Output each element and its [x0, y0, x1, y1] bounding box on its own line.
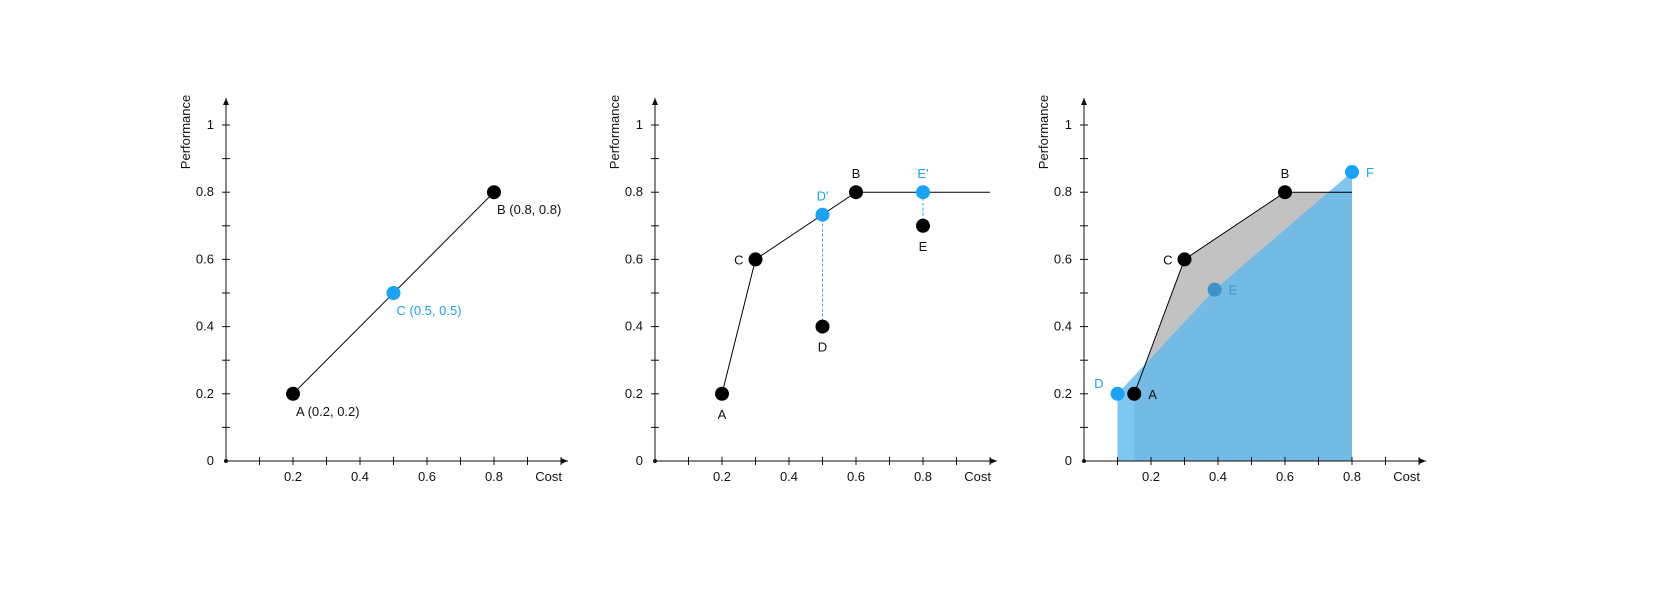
y-tick-label: 0.2	[196, 386, 214, 401]
point-label: A (0.2, 0.2)	[296, 404, 360, 419]
x-tick-label: 0.2	[1142, 469, 1160, 484]
y-tick-label: 0.6	[625, 251, 643, 266]
origin-dot	[653, 459, 657, 463]
y-tick-label: 0.8	[1054, 184, 1072, 199]
chart-panel-1: 0.2 0.4 0.6 0.8 0 0.2 0.4 0.6 0.8 1 Cost Performanc…	[178, 95, 568, 484]
x-tick-label: 0.8	[914, 469, 932, 484]
point-label: B	[852, 166, 861, 181]
data-point-d	[815, 319, 830, 334]
x-tick-label: 0.6	[1276, 469, 1294, 484]
data-point-b	[849, 185, 863, 200]
data-point-b	[487, 185, 501, 200]
y-tick-label: 0.2	[1054, 386, 1072, 401]
point-label: A	[1148, 387, 1157, 402]
data-point-a	[715, 386, 729, 401]
data-point-e	[1207, 282, 1222, 297]
y-tick-label: 0.4	[625, 319, 643, 334]
point-label: C	[734, 252, 743, 267]
point-label: F	[1366, 165, 1374, 180]
x-axis-arrow-icon	[1419, 458, 1426, 464]
point-label: E	[1229, 283, 1238, 298]
data-point-c	[1177, 252, 1192, 267]
y-axis-title: Performance	[1036, 95, 1051, 169]
data-point-e	[916, 218, 930, 233]
x-tick-label: 0.2	[284, 469, 302, 484]
data-point-a	[1127, 386, 1142, 401]
point-label: D	[818, 340, 827, 355]
x-axis-arrow-icon	[990, 458, 997, 464]
origin-dot	[224, 459, 228, 463]
y-tick-label: 0	[1065, 453, 1072, 468]
data-point-c	[386, 286, 401, 300]
y-axis-arrow-icon	[652, 98, 658, 105]
data-point-c	[748, 252, 763, 267]
point-label: C	[1163, 252, 1172, 267]
point-label: D'	[817, 189, 829, 204]
x-axis-title: Cost	[964, 469, 991, 484]
data-point-f	[1345, 165, 1359, 180]
y-axis-arrow-icon	[1081, 98, 1087, 105]
y-tick-label: 0.8	[625, 184, 643, 199]
x-tick-label: 0.4	[780, 469, 798, 484]
x-tick-label: 0.4	[1209, 469, 1227, 484]
data-point-b	[1278, 185, 1292, 200]
point-label: E'	[917, 166, 928, 181]
x-axis-title: Cost	[535, 469, 562, 484]
data-point-a	[286, 386, 300, 401]
point-label: A	[718, 407, 727, 422]
area-region-blue	[1117, 172, 1352, 461]
y-tick-label: 0.4	[1054, 319, 1072, 334]
chart-panel-2: 0.2 0.4 0.6 0.8 0 0.2 0.4 0.6 0.8 1 Cost Performanc…	[607, 95, 997, 484]
frontier-line	[721, 191, 990, 394]
point-label: B	[1281, 166, 1290, 181]
y-tick-label: 1	[1065, 117, 1072, 132]
point-label: B (0.8, 0.8)	[497, 202, 561, 217]
y-axis-title: Performance	[607, 95, 622, 169]
y-tick-label: 1	[636, 117, 643, 132]
y-tick-label: 1	[207, 117, 214, 132]
point-label: E	[919, 239, 928, 254]
frontier-line	[1133, 191, 1352, 394]
y-axis-title: Performance	[178, 95, 193, 169]
x-tick-label: 0.8	[485, 469, 503, 484]
y-tick-label: 0.6	[196, 251, 214, 266]
x-tick-label: 0.4	[351, 469, 369, 484]
x-tick-label: 0.6	[847, 469, 865, 484]
data-point-d-prime	[815, 207, 830, 222]
chart-panel-3: 0.2 0.4 0.6 0.8 0 0.2 0.4 0.6 0.8 1 Cost Performanc…	[1036, 95, 1426, 484]
y-tick-label: 0	[207, 453, 214, 468]
y-tick-label: 0.4	[196, 319, 214, 334]
origin-dot	[1082, 459, 1086, 463]
y-tick-label: 0.2	[625, 386, 643, 401]
x-tick-label: 0.2	[713, 469, 731, 484]
point-label: D	[1094, 376, 1103, 391]
x-tick-label: 0.8	[1343, 469, 1361, 484]
y-axis-arrow-icon	[223, 98, 229, 105]
y-tick-label: 0	[636, 453, 643, 468]
x-tick-label: 0.6	[418, 469, 436, 484]
x-axis-arrow-icon	[561, 458, 568, 464]
y-tick-label: 0.6	[1054, 251, 1072, 266]
x-axis-title: Cost	[1393, 469, 1420, 484]
data-point-e-prime	[916, 185, 930, 200]
data-point-d	[1110, 386, 1125, 401]
point-label: C (0.5, 0.5)	[397, 303, 462, 318]
y-tick-label: 0.8	[196, 184, 214, 199]
